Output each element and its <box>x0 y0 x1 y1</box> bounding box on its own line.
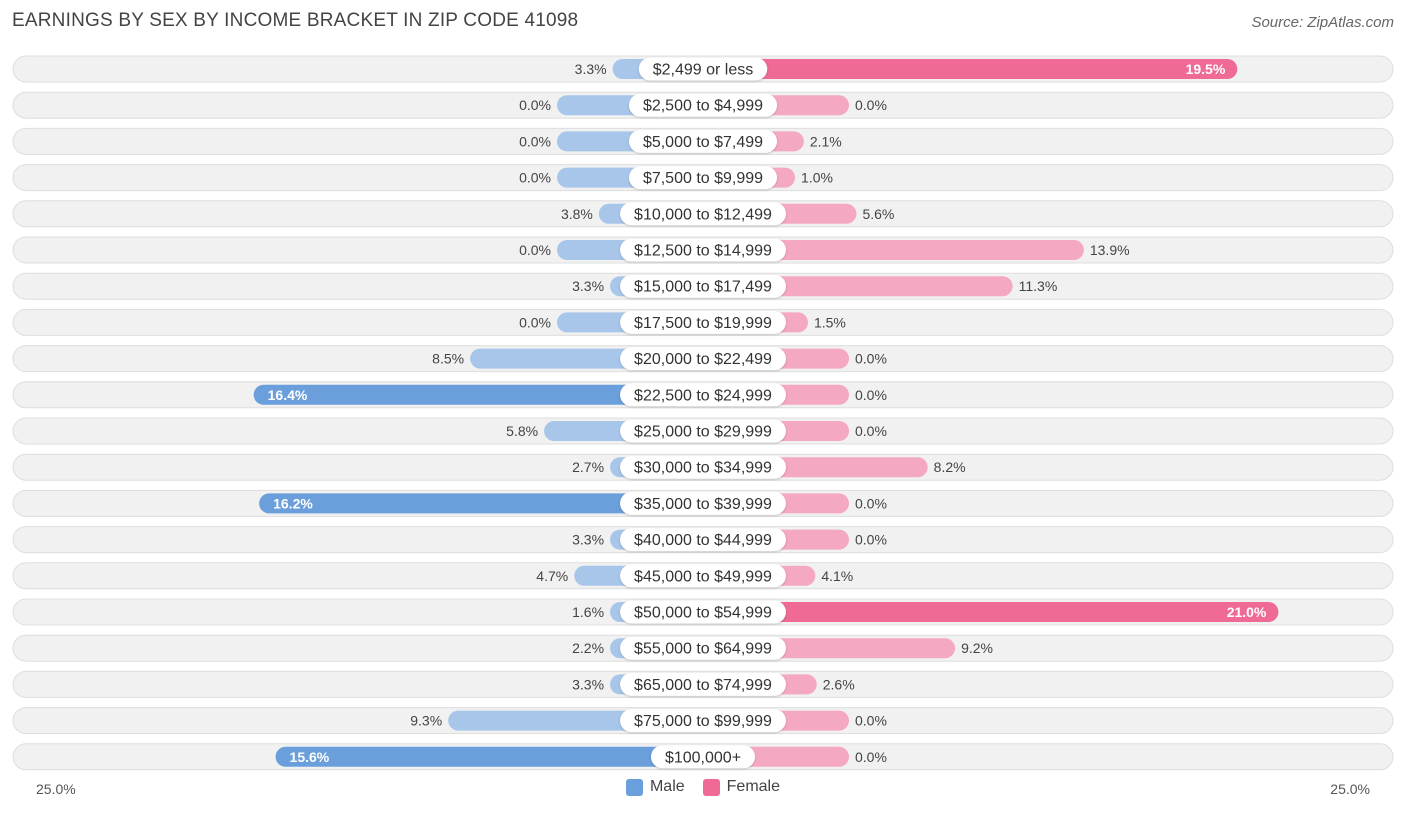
category-pill <box>650 745 756 769</box>
legend-item-female[interactable]: Female <box>702 778 781 796</box>
category-label: $7,500 to $9,999 <box>643 170 763 187</box>
value-label-male: 5.8% <box>506 423 538 439</box>
value-label-male: 2.2% <box>572 640 604 656</box>
value-label-female: 0.0% <box>855 387 887 403</box>
value-label-female: 13.9% <box>1090 242 1130 258</box>
value-label-male: 8.5% <box>432 351 464 367</box>
category-pill <box>620 274 786 298</box>
category-label: $20,000 to $22,499 <box>634 351 772 368</box>
chart-title: EARNINGS BY SEX BY INCOME BRACKET IN ZIP… <box>12 10 579 31</box>
value-label-female: 2.6% <box>823 676 855 692</box>
value-label-female: 8.2% <box>934 459 966 475</box>
category-pill <box>620 347 786 371</box>
category-label: $75,000 to $99,999 <box>634 713 772 730</box>
category-label: $65,000 to $74,999 <box>634 677 772 694</box>
category-label: $12,500 to $14,999 <box>634 243 772 260</box>
category-label: $2,499 or less <box>653 62 754 79</box>
category-label: $22,500 to $24,999 <box>634 387 772 404</box>
value-label-female: 0.0% <box>855 713 887 729</box>
category-label: $45,000 to $49,999 <box>634 568 772 585</box>
value-label-male: 2.7% <box>572 459 604 475</box>
value-label-female: 9.2% <box>961 640 993 656</box>
legend-swatch-male <box>625 778 643 796</box>
category-pill <box>628 129 778 153</box>
value-label-female: 5.6% <box>862 206 894 222</box>
category-label: $15,000 to $17,499 <box>634 279 772 296</box>
category-pill <box>620 672 786 696</box>
category-pill <box>620 491 786 515</box>
value-label-male: 15.6% <box>290 749 330 765</box>
value-label-male: 0.0% <box>519 133 551 149</box>
value-label-female: 0.0% <box>855 495 887 511</box>
value-label-female: 2.1% <box>810 133 842 149</box>
category-pill <box>628 93 778 117</box>
value-label-female: 1.0% <box>801 170 833 186</box>
category-pill <box>620 419 786 443</box>
category-pill <box>638 57 768 81</box>
axis-left-max-label: 25.0% <box>36 781 76 797</box>
category-pill <box>620 238 786 262</box>
category-label: $100,000+ <box>665 749 741 766</box>
value-label-female: 0.0% <box>855 423 887 439</box>
category-label: $5,000 to $7,499 <box>643 134 763 151</box>
category-label: $55,000 to $64,999 <box>634 641 772 658</box>
value-label-male: 16.4% <box>268 387 308 403</box>
category-pill <box>628 166 778 190</box>
category-pill <box>620 528 786 552</box>
bar-male <box>275 746 703 767</box>
legend-item-male[interactable]: Male <box>625 778 685 796</box>
bar-male <box>253 384 703 405</box>
value-label-male: 9.3% <box>410 713 442 729</box>
category-label: $30,000 to $34,999 <box>634 460 772 477</box>
diverging-bar-chart: 3.3% 19.5% $2,499 or less 0.0% 0.0% $2,500 to… <box>12 55 1394 771</box>
value-label-male: 0.0% <box>519 97 551 113</box>
category-pill <box>620 636 786 660</box>
legend-swatch-female <box>702 778 720 796</box>
category-pill <box>620 709 786 733</box>
value-label-female: 11.3% <box>1019 278 1058 294</box>
bar-female <box>703 59 1238 79</box>
value-label-male: 3.3% <box>572 278 604 294</box>
axis-right-max-label: 25.0% <box>1330 781 1370 797</box>
category-label: $17,500 to $19,999 <box>634 315 772 332</box>
value-label-male: 0.0% <box>519 170 551 186</box>
value-label-female: 0.0% <box>855 97 887 113</box>
value-label-female: 0.0% <box>855 351 887 367</box>
category-label: $25,000 to $29,999 <box>634 424 772 441</box>
value-label-female: 0.0% <box>855 532 887 548</box>
category-label: $40,000 to $44,999 <box>634 532 772 549</box>
category-pill <box>620 455 786 479</box>
category-pill <box>620 564 786 588</box>
value-label-male: 0.0% <box>519 242 551 258</box>
category-label: $35,000 to $39,999 <box>634 496 772 513</box>
value-label-male: 4.7% <box>536 568 568 584</box>
category-pill <box>620 202 786 226</box>
value-label-female: 1.5% <box>814 314 846 330</box>
value-label-female: 19.5% <box>1186 61 1226 77</box>
category-pill <box>620 600 786 624</box>
bar-female <box>703 602 1279 622</box>
value-label-male: 3.8% <box>561 206 593 222</box>
chart-legend: Male Female <box>0 778 1406 796</box>
category-label: $2,500 to $4,999 <box>643 98 763 115</box>
legend-label-male: Male <box>649 778 685 795</box>
bar-female <box>703 240 1084 260</box>
value-label-male: 0.0% <box>519 314 551 330</box>
category-label: $10,000 to $12,499 <box>634 206 772 223</box>
value-label-male: 3.3% <box>572 532 604 548</box>
value-label-female: 4.1% <box>821 568 853 584</box>
value-label-female: 0.0% <box>855 749 887 765</box>
value-label-male: 1.6% <box>572 604 604 620</box>
value-label-female: 21.0% <box>1227 604 1267 620</box>
category-pill <box>620 383 786 407</box>
value-label-male: 3.3% <box>572 676 604 692</box>
category-pill <box>620 310 786 334</box>
category-label: $50,000 to $54,999 <box>634 605 772 622</box>
source-credit: Source: ZipAtlas.com <box>1251 14 1394 31</box>
bar-male <box>259 493 703 514</box>
value-label-male: 16.2% <box>273 495 313 511</box>
value-label-male: 3.3% <box>575 61 607 77</box>
legend-label-female: Female <box>726 778 781 795</box>
